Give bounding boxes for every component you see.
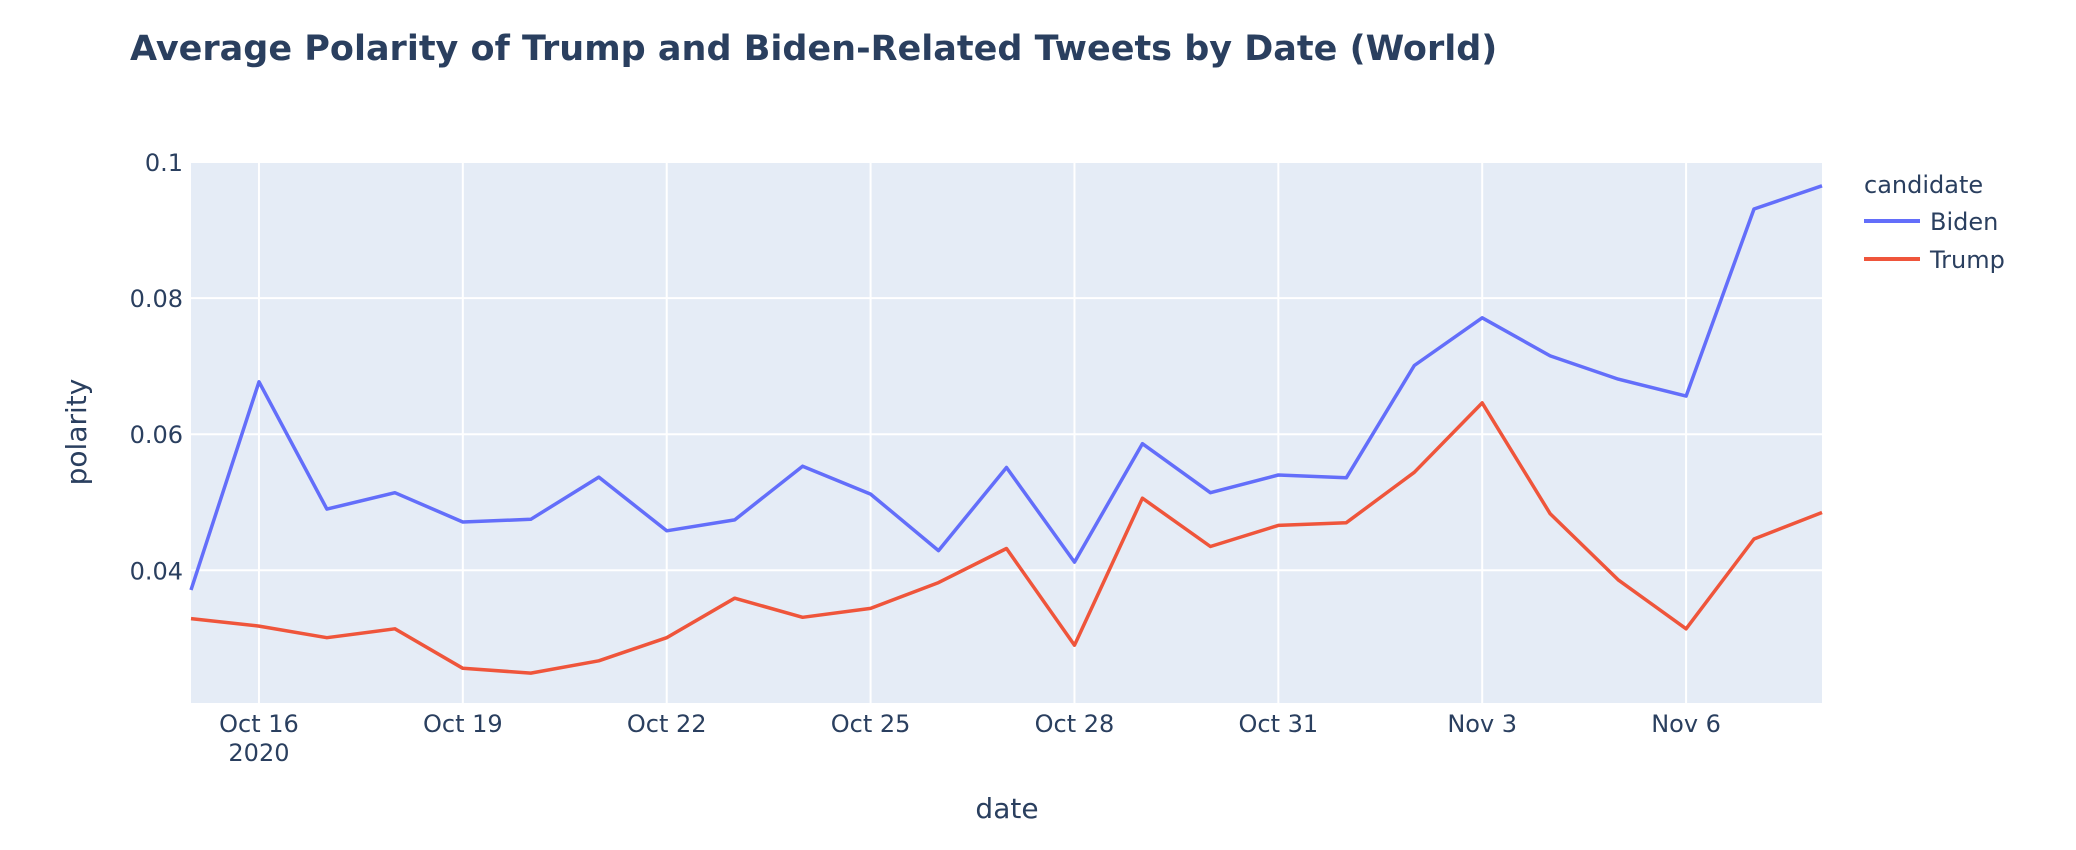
series-line-biden [189, 184, 1823, 591]
x-tick-sublabel: 2020 [228, 739, 289, 767]
x-tick-label: Oct 19 [423, 710, 503, 738]
legend: candidate Biden Trump [1864, 171, 2005, 274]
y-axis-ticks: 0.04 0.06 0.08 0.1 [130, 149, 183, 585]
y-tick-label: 0.08 [130, 285, 183, 313]
x-tick-label: Oct 22 [627, 710, 707, 738]
gridlines [191, 161, 1822, 703]
plot-area [191, 162, 1822, 703]
x-tick-label: Nov 3 [1447, 710, 1517, 738]
series-line-trump [190, 401, 1823, 675]
legend-title: candidate [1864, 171, 1983, 199]
legend-item-trump: Trump [1929, 246, 2005, 274]
y-tick-label: 0.1 [145, 149, 183, 177]
chart-title: Average Polarity of Trump and Biden-Rela… [130, 29, 1497, 69]
x-axis-title: date [975, 792, 1038, 825]
series-lines [189, 184, 1823, 675]
x-tick-label: Oct 28 [1035, 710, 1115, 738]
y-axis-title: polarity [60, 379, 93, 486]
y-tick-label: 0.04 [130, 557, 183, 585]
x-tick-label: Oct 16 [219, 710, 299, 738]
x-tick-label: Oct 25 [831, 710, 911, 738]
x-tick-label: Nov 6 [1651, 710, 1721, 738]
x-tick-label: Oct 31 [1238, 710, 1318, 738]
y-tick-label: 0.06 [130, 421, 183, 449]
legend-item-biden: Biden [1930, 208, 1998, 236]
